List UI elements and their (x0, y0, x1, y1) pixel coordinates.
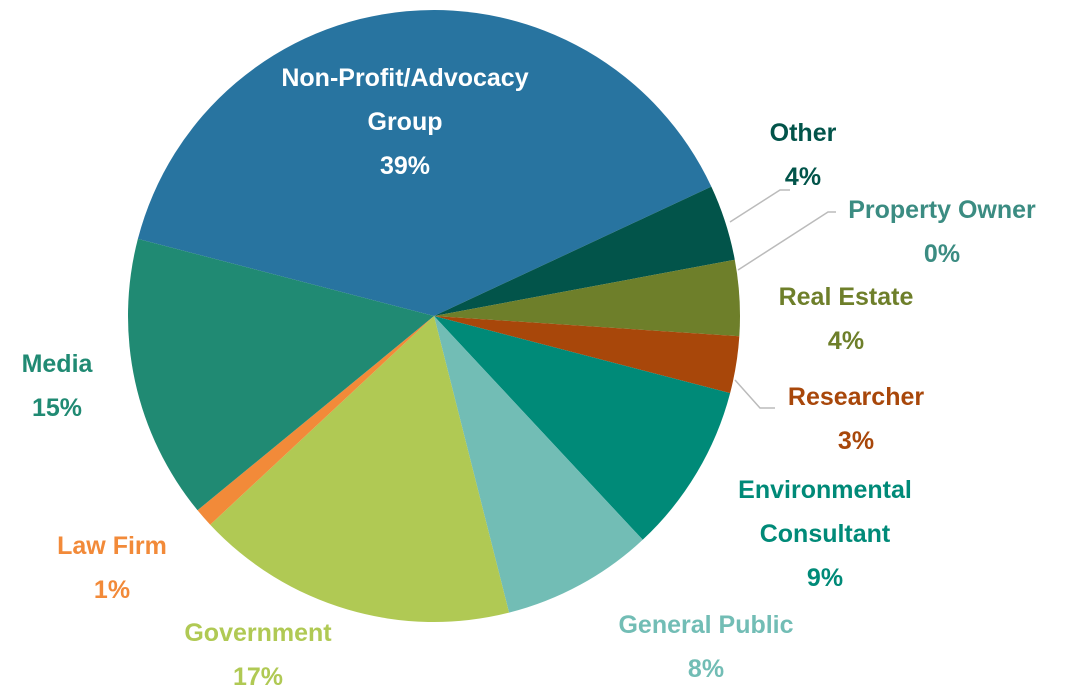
pie-slice (434, 316, 740, 394)
value-label: 15% (31, 394, 83, 422)
category-label: Other (769, 119, 837, 147)
value-label: 4% (784, 163, 822, 191)
value-label: 3% (837, 427, 875, 455)
slice-label: Non-Profit/Advocacy Group 39% (280, 56, 530, 188)
value-label: 1% (93, 576, 131, 604)
category-label: Media (21, 350, 93, 378)
category-label: General Public (618, 611, 794, 639)
category-label: Government (184, 619, 332, 647)
slice-label: Environmental Consultant 9% (705, 468, 945, 600)
category-label: Property Owner (848, 196, 1036, 224)
slice-label: Other 4% (703, 111, 903, 199)
slice-label: Government 17% (138, 611, 378, 699)
value-label: 8% (687, 655, 725, 683)
pie-slice (434, 316, 731, 540)
value-label: 39% (379, 152, 431, 180)
slice-label: Researcher 3% (746, 375, 966, 463)
pie-slice (137, 10, 712, 316)
category-label: Environmental Consultant (738, 476, 912, 548)
pie-slice (128, 238, 434, 511)
leader-line (737, 211, 836, 271)
category-label: Non-Profit/Advocacy Group (281, 64, 529, 136)
value-label: 9% (806, 564, 844, 592)
category-label: Law Firm (57, 532, 167, 560)
category-label: Researcher (787, 383, 925, 411)
slices (128, 10, 740, 622)
value-label: 17% (232, 663, 284, 691)
pie-slice (210, 316, 510, 622)
leader-line (734, 379, 775, 409)
slice-label: Real Estate 4% (736, 275, 956, 363)
pie-slice (434, 316, 643, 613)
slice-label: Media 15% (0, 342, 117, 430)
value-label: 0% (923, 240, 961, 268)
value-label: 4% (827, 327, 865, 355)
pie-slice (197, 316, 434, 525)
pie-slice (434, 186, 735, 316)
slice-label: Property Owner 0% (802, 188, 1066, 276)
slice-label: General Public 8% (576, 603, 836, 691)
pie-slice (434, 259, 740, 337)
slice-label: Law Firm 1% (12, 524, 212, 612)
category-label: Real Estate (778, 283, 914, 311)
leader-line (729, 189, 790, 223)
